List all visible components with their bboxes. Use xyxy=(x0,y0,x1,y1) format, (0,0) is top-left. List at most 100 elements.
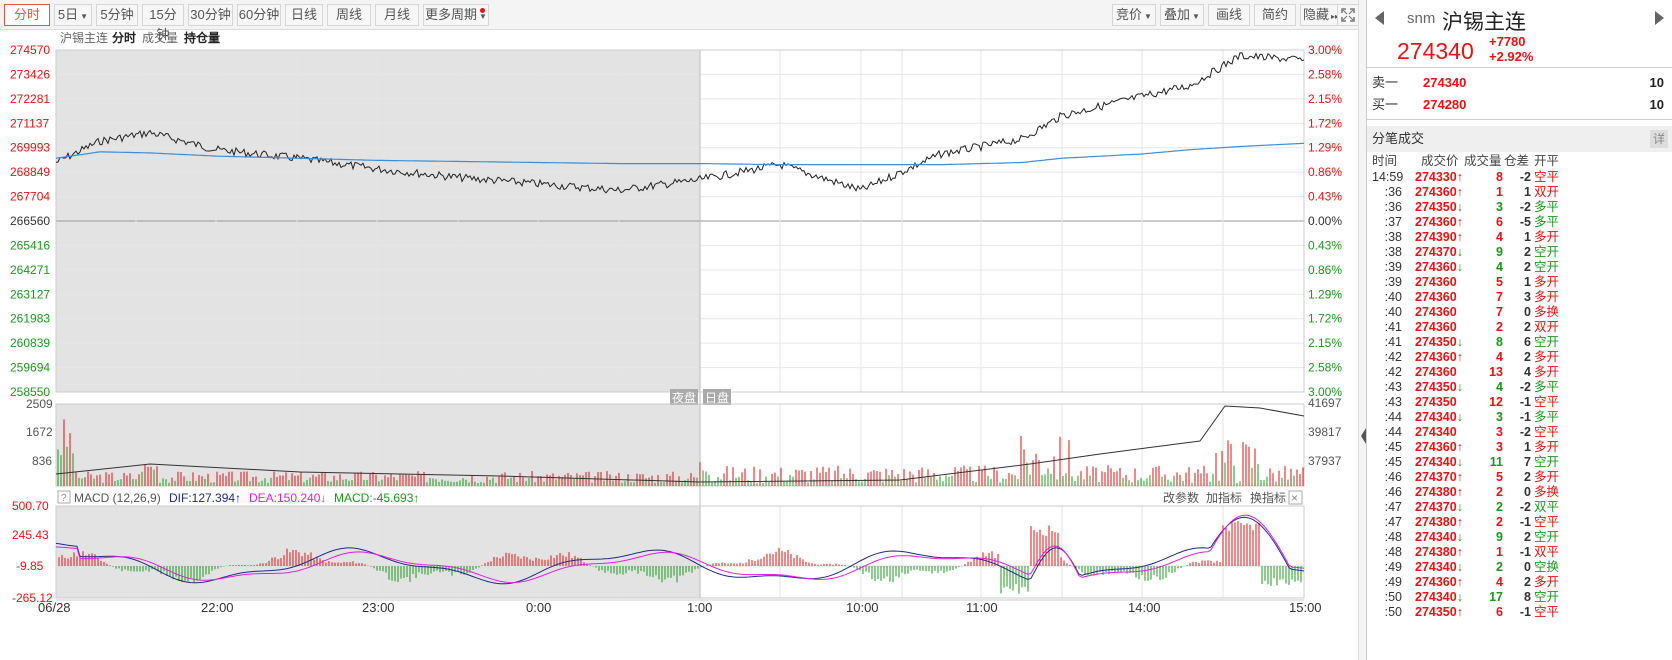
tool-button-2[interactable]: 画线 xyxy=(1208,4,1250,26)
tick-row: :37 274360↑ 6 -5 多平 xyxy=(1367,215,1672,230)
tick-open-close: 空平 xyxy=(1534,515,1560,529)
prev-contract-icon[interactable] xyxy=(1375,11,1384,25)
tick-volume: 4 xyxy=(1496,575,1503,589)
period-button-8[interactable]: 月线 xyxy=(375,4,419,26)
oi-tick-label: 39817 xyxy=(1308,425,1342,439)
session-day-label: 日盘 xyxy=(705,390,729,405)
tick-price: 274340↓ xyxy=(1415,455,1463,469)
volume-tick-label: 836 xyxy=(32,454,52,468)
tick-open-close: 多开 xyxy=(1534,275,1560,289)
tick-time: :39 xyxy=(1384,275,1402,289)
ticks-detail-button[interactable]: 详 xyxy=(1650,130,1668,148)
tick-price: 274370↓ xyxy=(1415,500,1463,514)
period-button-4[interactable]: 30分钟 xyxy=(188,4,233,26)
tick-volume: 7 xyxy=(1496,290,1503,304)
period-button-9[interactable]: 更多周期 ▼ xyxy=(423,4,489,26)
pct-tick-label: 0.43% xyxy=(1308,190,1342,204)
price-tick-label: 266560 xyxy=(10,214,50,228)
tick-oi-diff: -2 xyxy=(1519,380,1531,394)
period-button-7[interactable]: 周线 xyxy=(327,4,371,26)
session-label-bg xyxy=(670,389,698,405)
tick-volume: 6 xyxy=(1496,215,1503,229)
period-button-0[interactable]: 分时 xyxy=(4,4,50,26)
price-tick-label: 268849 xyxy=(10,165,50,179)
period-label: 分时 xyxy=(13,7,40,22)
tick-time: :47 xyxy=(1384,515,1402,529)
period-button-5[interactable]: 60分钟 xyxy=(237,4,281,26)
tool-label: 隐藏 xyxy=(1302,7,1329,22)
price-tick-label: 267704 xyxy=(10,190,50,204)
tool-button-1[interactable]: 叠加 ▼ xyxy=(1160,4,1204,26)
price-tick-label: 265416 xyxy=(10,238,50,252)
tick-time: :44 xyxy=(1384,410,1402,424)
tick-open-close: 多换 xyxy=(1534,485,1560,499)
tool-button-0[interactable]: 竞价 ▼ xyxy=(1112,4,1156,26)
period-button-6[interactable]: 日线 xyxy=(285,4,323,26)
period-label: 60分钟 xyxy=(238,7,280,22)
tick-open-close: 多开 xyxy=(1534,440,1560,454)
help-icon[interactable] xyxy=(57,490,71,504)
period-label: 5日 xyxy=(57,7,79,22)
period-button-3[interactable]: 15分钟 xyxy=(142,4,184,42)
chevron-down-icon: ▼ xyxy=(1144,12,1152,21)
tick-time: :49 xyxy=(1384,560,1402,574)
tool-button-3[interactable]: 简约 xyxy=(1254,4,1296,26)
period-button-1[interactable]: 5日 ▼ xyxy=(54,4,92,26)
col-open-close: 开平 xyxy=(1534,154,1560,168)
next-contract-icon[interactable] xyxy=(1655,11,1664,25)
period-label: 15分钟 xyxy=(149,7,177,42)
tick-open-close: 空开 xyxy=(1534,245,1560,259)
tick-oi-diff: 2 xyxy=(1524,245,1531,259)
tick-oi-diff: 2 xyxy=(1524,575,1531,589)
tool-label: 竞价 xyxy=(1116,7,1143,22)
contract-code: snm xyxy=(1407,10,1436,27)
tick-open-close: 空平 xyxy=(1534,425,1560,439)
tick-open-close: 多开 xyxy=(1534,290,1560,304)
tick-oi-diff: -1 xyxy=(1519,605,1531,619)
tick-open-close: 空平 xyxy=(1534,170,1560,184)
tool-button-4[interactable]: 隐藏 ▸▸ xyxy=(1300,4,1342,26)
fullscreen-button[interactable] xyxy=(1337,4,1359,26)
tick-row: :50 274340↓ 17 8 空开 xyxy=(1367,590,1672,605)
tick-oi-diff: -5 xyxy=(1519,215,1531,229)
tick-open-close: 空换 xyxy=(1534,560,1560,574)
tick-price: 274380↑ xyxy=(1415,485,1463,499)
tick-row: :40 274360 7 3 多开 xyxy=(1367,290,1672,305)
period-label: 周线 xyxy=(335,7,362,22)
tick-price: 274360↓ xyxy=(1415,260,1463,274)
tick-price: 274340↓ xyxy=(1415,410,1463,424)
collapse-arrow-icon[interactable] xyxy=(1361,428,1366,444)
tick-volume: 1 xyxy=(1496,185,1503,199)
ticks-list[interactable]: 14:59 274330↑ 8 -2 空平:36 274360↑ 1 1 双开:36 274350… xyxy=(1367,170,1672,620)
tick-oi-diff: 2 xyxy=(1524,320,1531,334)
price-tick-label: 260839 xyxy=(10,336,50,350)
period-button-2[interactable]: 5分钟 xyxy=(96,4,138,26)
tick-oi-diff: 8 xyxy=(1524,590,1531,604)
period-label: 月线 xyxy=(383,7,410,22)
tick-open-close: 空开 xyxy=(1534,590,1560,604)
tick-row: :46 274370↑ 5 2 多开 xyxy=(1367,470,1672,485)
price-change: +7780 xyxy=(1489,34,1526,49)
tick-open-close: 双平 xyxy=(1534,500,1560,514)
timeshare-chart[interactable]: 沪锡主连 分时 成交量 持仓量 274570 3.00% 273426 2.58% 272281… xyxy=(0,30,1358,660)
tick-volume: 8 xyxy=(1496,335,1503,349)
tick-price: 274340 xyxy=(1415,425,1457,439)
price-tick-label: 269993 xyxy=(10,141,50,155)
price-tick-label: 258550 xyxy=(10,385,50,399)
close-icon[interactable] xyxy=(1288,490,1303,505)
period-label: 更多周期 xyxy=(425,7,478,22)
panel-splitter[interactable] xyxy=(1358,0,1366,660)
tick-time: :36 xyxy=(1384,185,1402,199)
tick-volume: 4 xyxy=(1496,380,1503,394)
volume-tick-label: 2509 xyxy=(26,397,53,411)
macd-dif: DIF:127.394↑ xyxy=(169,491,241,505)
period-label: 5分钟 xyxy=(100,7,134,22)
tick-open-close: 空开 xyxy=(1534,530,1560,544)
pct-tick-label: 0.86% xyxy=(1308,263,1342,277)
macd-tick-label: 500.70 xyxy=(12,499,49,513)
price-tick-label: 259694 xyxy=(10,361,50,375)
tick-row: :45 274360↑ 3 1 多开 xyxy=(1367,440,1672,455)
time-tick-label: 1:00 xyxy=(687,600,712,615)
tick-oi-diff: 0 xyxy=(1524,560,1531,574)
